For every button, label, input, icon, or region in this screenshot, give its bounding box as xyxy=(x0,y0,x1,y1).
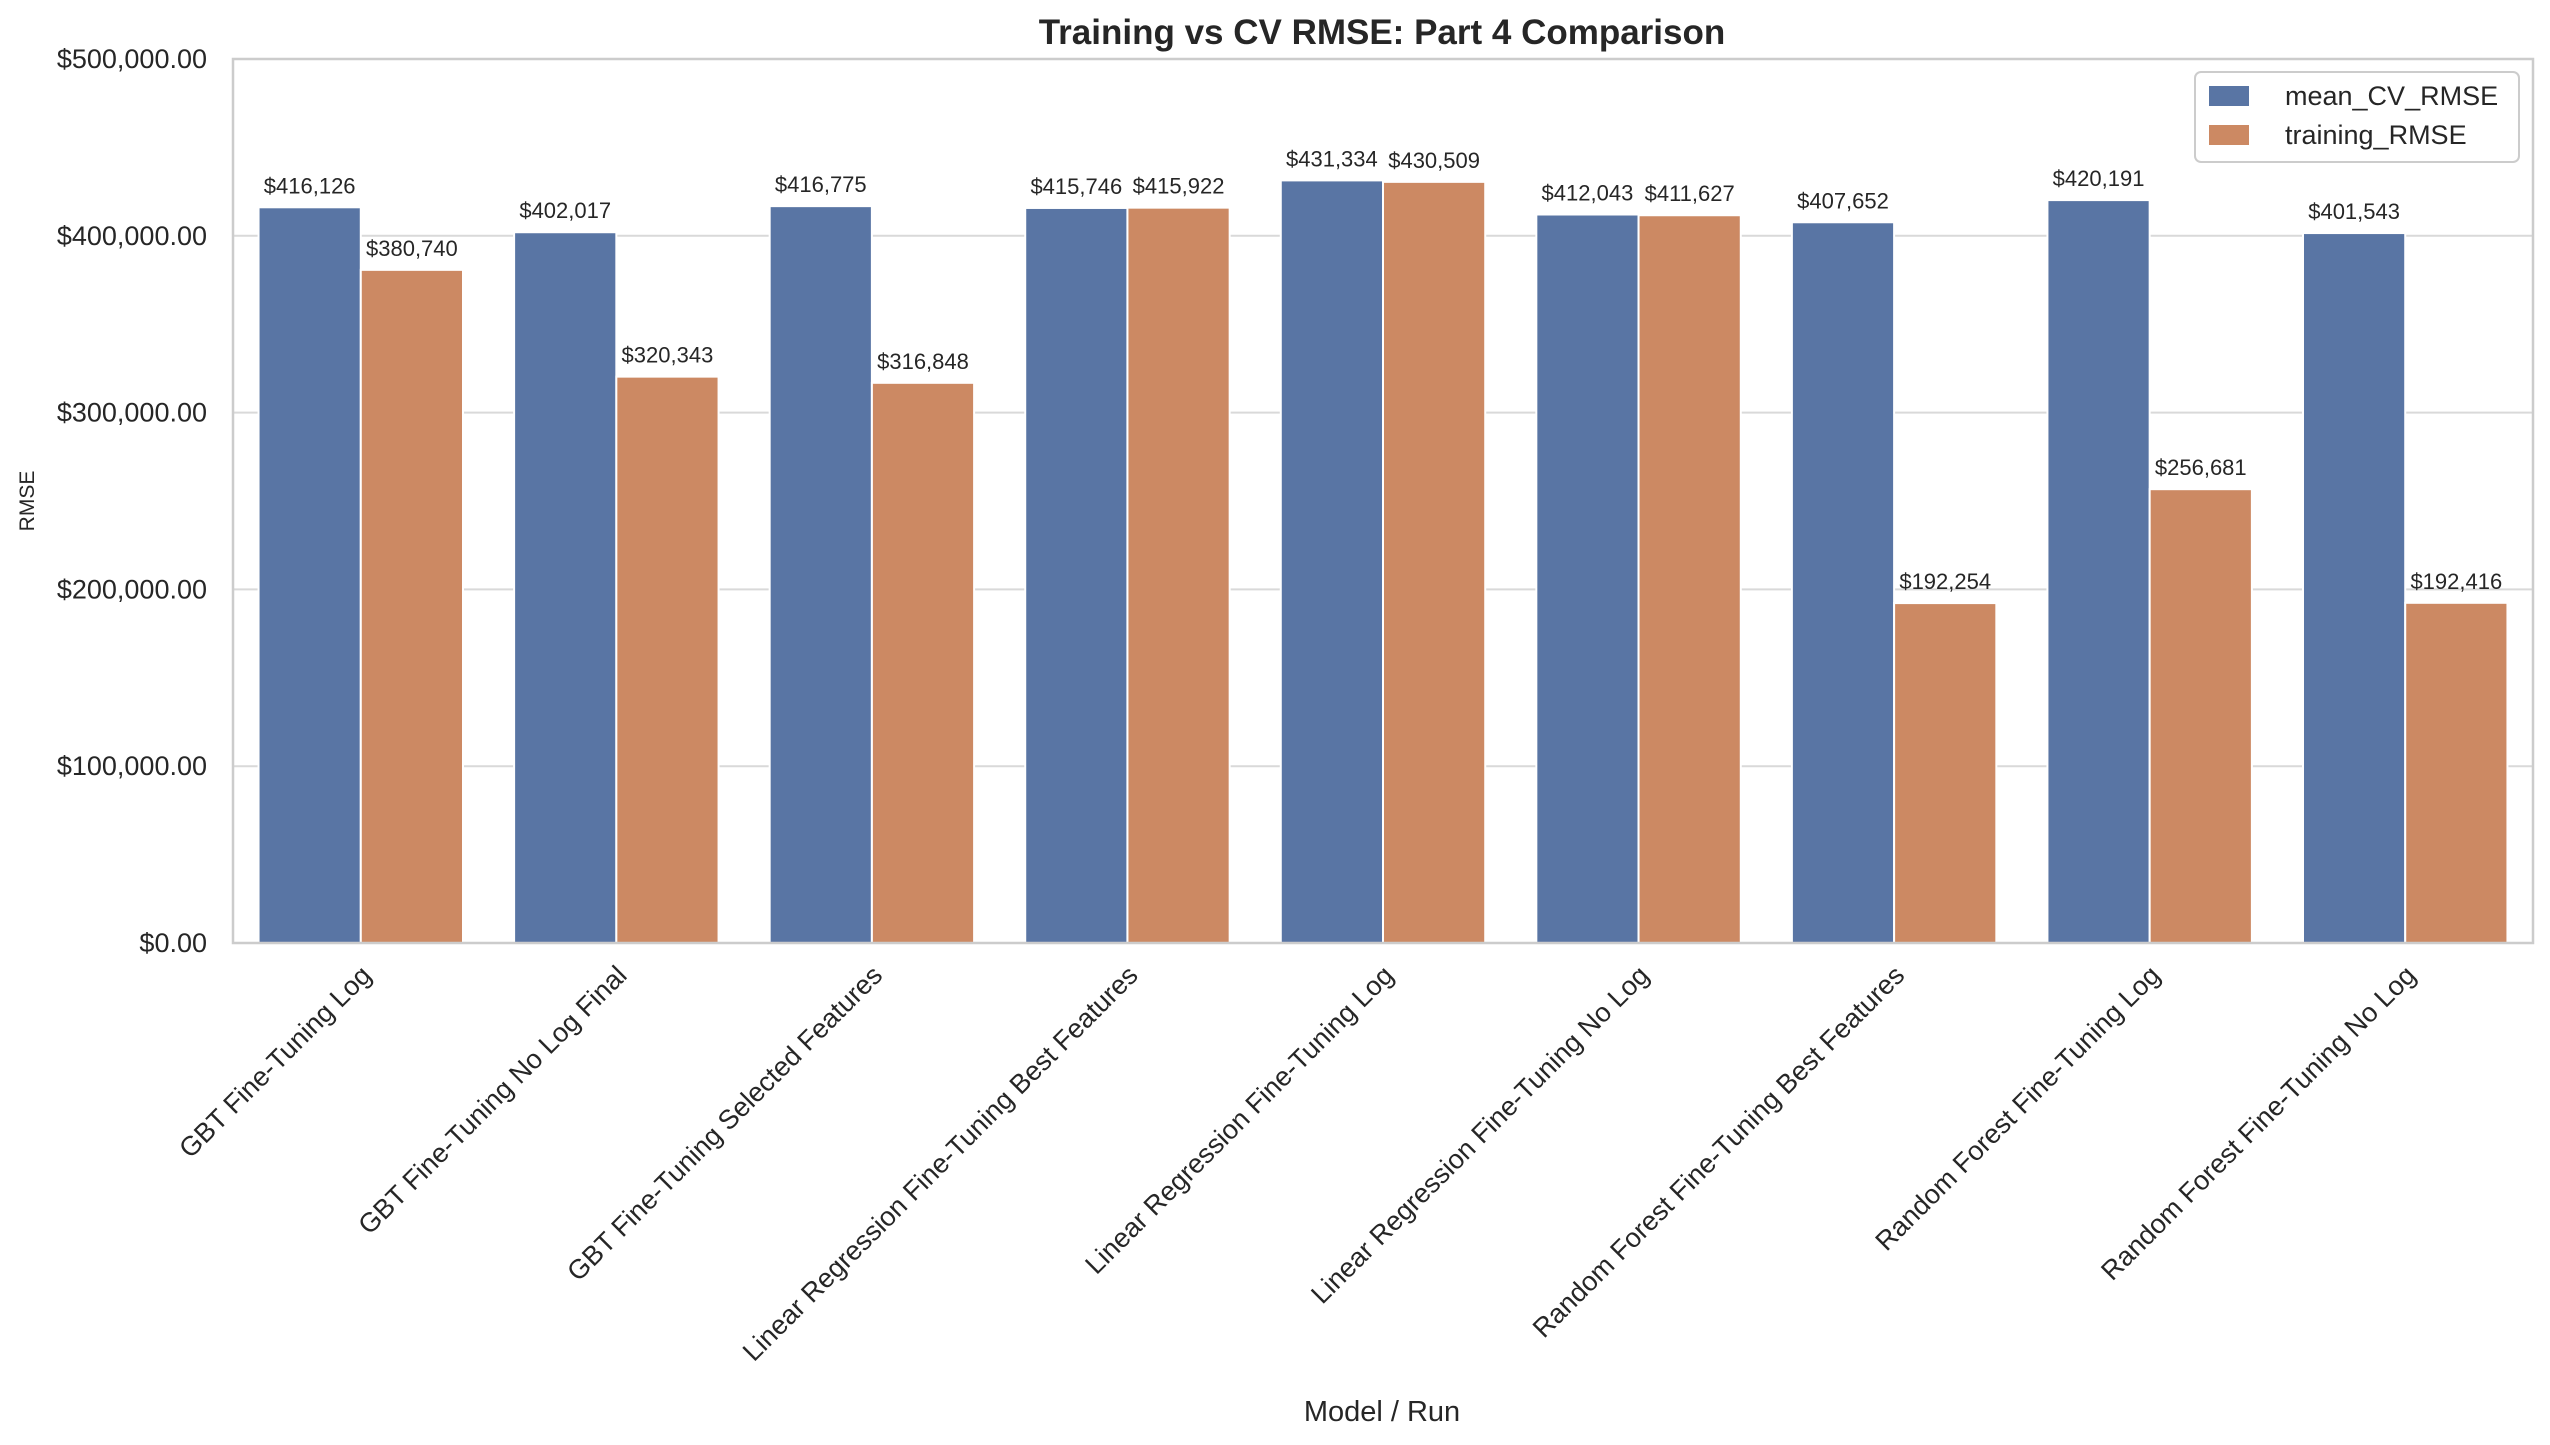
data-label: $407,652 xyxy=(1797,188,1889,213)
data-label: $412,043 xyxy=(1542,181,1634,206)
y-axis-ticks: $0.00 $100,000.00 $200,000.00 $300,000.00 $4… xyxy=(57,44,207,958)
bar-training_RMSE xyxy=(870,381,976,944)
bar-training_RMSE xyxy=(2404,601,2509,945)
x-tick-label: Random Forest Fine-Tuning No Log xyxy=(2095,960,2421,1286)
x-axis-label: Model / Run xyxy=(1304,1396,1460,1428)
data-labels: $416,126 $380,740 $402,017 $320,343 $416,775… xyxy=(264,146,2502,594)
bar-mean_CV_RMSE xyxy=(1790,221,1896,945)
data-label: $320,343 xyxy=(622,343,714,368)
data-label: $192,416 xyxy=(2410,569,2502,594)
bar-training_RMSE xyxy=(359,268,464,944)
legend-swatch xyxy=(2209,125,2249,145)
bar-mean_CV_RMSE xyxy=(1535,213,1640,944)
bar-mean_CV_RMSE xyxy=(1024,206,1129,945)
bar-mean_CV_RMSE xyxy=(2302,232,2407,945)
bar-mean_CV_RMSE xyxy=(2046,199,2151,945)
data-label: $192,254 xyxy=(1899,569,1991,594)
y-tick-label: $300,000.00 xyxy=(57,398,207,428)
bar-mean_CV_RMSE xyxy=(768,205,873,945)
plot-frame xyxy=(231,57,2535,945)
x-tick-label: Random Forest Fine-Tuning Log xyxy=(1869,960,2165,1256)
data-label: $380,740 xyxy=(366,236,458,261)
bar-training_RMSE xyxy=(1382,180,1487,944)
legend-label: mean_CV_RMSE xyxy=(2285,81,2498,111)
bar-training_RMSE xyxy=(615,375,720,944)
legend: mean_CV_RMSE training_RMSE xyxy=(2194,71,2520,163)
data-label: $416,775 xyxy=(775,172,867,197)
x-tick-label: GBT Fine-Tuning Selected Features xyxy=(561,960,888,1287)
data-label: $415,746 xyxy=(1030,174,1122,199)
data-label: $431,334 xyxy=(1286,146,1378,171)
bar-training_RMSE xyxy=(1637,214,1742,944)
bars xyxy=(257,179,2509,945)
y-axis-label: RMSE xyxy=(16,471,39,532)
bar-training_RMSE xyxy=(2148,488,2253,944)
data-label: $256,681 xyxy=(2155,455,2247,480)
y-tick-label: $0.00 xyxy=(139,928,207,958)
legend-swatch xyxy=(2209,86,2249,106)
data-label: $420,191 xyxy=(2053,166,2145,191)
data-label: $416,126 xyxy=(264,173,356,198)
legend-label: training_RMSE xyxy=(2285,120,2467,150)
x-tick-label: GBT Fine-Tuning Log xyxy=(173,960,377,1164)
x-tick-label: Linear Regression Fine-Tuning Log xyxy=(1079,960,1399,1280)
y-tick-label: $500,000.00 xyxy=(57,44,207,74)
data-label: $401,543 xyxy=(2308,199,2400,224)
bar-training_RMSE xyxy=(1893,602,1998,944)
x-tick-label: GBT Fine-Tuning No Log Final xyxy=(352,960,632,1240)
bar-mean_CV_RMSE xyxy=(257,206,362,944)
y-tick-label: $400,000.00 xyxy=(57,221,207,251)
data-label: $316,848 xyxy=(877,349,969,374)
y-tick-label: $100,000.00 xyxy=(57,751,207,781)
data-label: $411,627 xyxy=(1645,181,1735,206)
data-label: $402,017 xyxy=(519,198,611,223)
data-label: $430,509 xyxy=(1388,148,1480,173)
x-tick-label: Linear Regression Fine-Tuning Best Featu… xyxy=(737,960,1144,1367)
chart-title: Training vs CV RMSE: Part 4 Comparison xyxy=(1039,13,1726,52)
bar-training_RMSE xyxy=(1126,206,1231,944)
y-tick-label: $200,000.00 xyxy=(57,574,207,604)
bar-mean_CV_RMSE xyxy=(513,231,618,944)
bar-mean_CV_RMSE xyxy=(1279,179,1385,944)
data-label: $415,922 xyxy=(1133,174,1225,199)
legend-box xyxy=(2194,71,2520,163)
